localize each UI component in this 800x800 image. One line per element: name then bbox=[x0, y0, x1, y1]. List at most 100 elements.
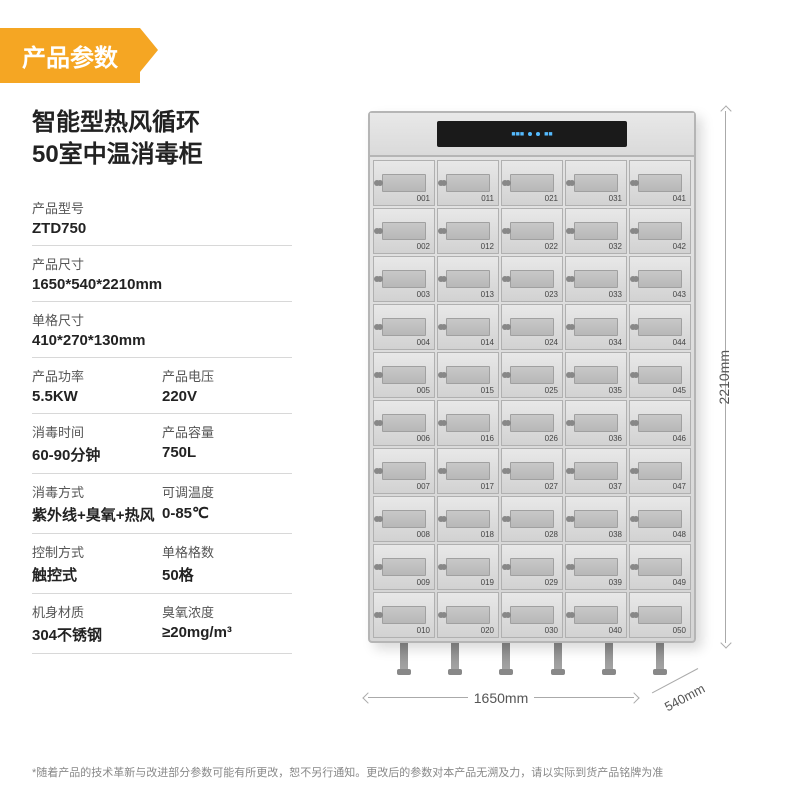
window-icon bbox=[446, 318, 490, 336]
knob-icon bbox=[441, 564, 447, 570]
compartment-number: 032 bbox=[609, 242, 622, 251]
spec-value: 750L bbox=[162, 444, 292, 461]
compartment-number: 048 bbox=[673, 530, 686, 539]
knob-icon bbox=[633, 468, 639, 474]
knob-icon bbox=[569, 468, 575, 474]
compartment-number: 030 bbox=[545, 626, 558, 635]
window-icon bbox=[382, 462, 426, 480]
window-icon bbox=[510, 318, 554, 336]
dim-width-label: 1650mm bbox=[468, 690, 534, 706]
window-icon bbox=[382, 366, 426, 384]
compartment-number: 036 bbox=[609, 434, 622, 443]
window-icon bbox=[446, 222, 490, 240]
spec-value: 1650*540*2210mm bbox=[32, 276, 292, 293]
compartment-number: 016 bbox=[481, 434, 494, 443]
knob-icon bbox=[377, 372, 383, 378]
knob-icon bbox=[569, 612, 575, 618]
window-icon bbox=[382, 510, 426, 528]
knob-icon bbox=[505, 324, 511, 330]
window-icon bbox=[574, 414, 618, 432]
compartment-number: 044 bbox=[673, 338, 686, 347]
window-icon bbox=[638, 174, 682, 192]
window-icon bbox=[638, 510, 682, 528]
compartment-number: 045 bbox=[673, 386, 686, 395]
spec-label: 产品型号 bbox=[32, 198, 292, 217]
compartment: 044 bbox=[629, 304, 691, 350]
cabinet: ■■■■■ 0010110210310410020120220320420030… bbox=[368, 111, 696, 643]
compartment: 006 bbox=[373, 400, 435, 446]
compartment-number: 007 bbox=[417, 482, 430, 491]
knob-icon bbox=[377, 420, 383, 426]
spec-label: 单格尺寸 bbox=[32, 310, 292, 329]
spec-value: ZTD750 bbox=[32, 220, 292, 237]
knob-icon bbox=[569, 276, 575, 282]
compartment: 015 bbox=[437, 352, 499, 398]
knob-icon bbox=[633, 276, 639, 282]
spec-row: 消毒时间60-90分钟产品容量 750L bbox=[32, 414, 292, 474]
title-line-2: 50室中温消毒柜 bbox=[32, 139, 292, 171]
compartment-number: 013 bbox=[481, 290, 494, 299]
compartment-number: 020 bbox=[481, 626, 494, 635]
compartment-number: 041 bbox=[673, 194, 686, 203]
knob-icon bbox=[633, 228, 639, 234]
compartment: 039 bbox=[565, 544, 627, 590]
window-icon bbox=[510, 414, 554, 432]
spec-row: 单格尺寸410*270*130mm bbox=[32, 302, 292, 358]
knob-icon bbox=[505, 420, 511, 426]
compartment-number: 050 bbox=[673, 626, 686, 635]
compartment-number: 027 bbox=[545, 482, 558, 491]
spec-cell: 机身材质304不锈钢 bbox=[32, 602, 162, 645]
spec-value: 50格 bbox=[162, 564, 292, 585]
compartment-number: 023 bbox=[545, 290, 558, 299]
window-icon bbox=[574, 318, 618, 336]
compartment-number: 021 bbox=[545, 194, 558, 203]
spec-cell: 消毒时间60-90分钟 bbox=[32, 422, 162, 465]
window-icon bbox=[510, 606, 554, 624]
spec-value: 0-85℃ bbox=[162, 504, 292, 522]
spec-label: 产品容量 bbox=[162, 422, 292, 441]
compartment-number: 002 bbox=[417, 242, 430, 251]
product-title: 智能型热风循环 50室中温消毒柜 bbox=[32, 107, 292, 172]
knob-icon bbox=[377, 516, 383, 522]
knob-icon bbox=[569, 180, 575, 186]
window-icon bbox=[446, 558, 490, 576]
spec-cell: 单格尺寸410*270*130mm bbox=[32, 310, 292, 349]
window-icon bbox=[446, 606, 490, 624]
compartment: 026 bbox=[501, 400, 563, 446]
compartment-number: 019 bbox=[481, 578, 494, 587]
knob-icon bbox=[505, 372, 511, 378]
compartment-number: 037 bbox=[609, 482, 622, 491]
window-icon bbox=[574, 606, 618, 624]
spec-cell: 产品型号 ZTD750 bbox=[32, 198, 292, 237]
knob-icon bbox=[569, 516, 575, 522]
window-icon bbox=[574, 462, 618, 480]
knob-icon bbox=[569, 420, 575, 426]
main-content: 智能型热风循环 50室中温消毒柜 产品型号ZTD750产品尺寸1650*540*… bbox=[0, 83, 800, 675]
compartment-number: 017 bbox=[481, 482, 494, 491]
compartment: 040 bbox=[565, 592, 627, 638]
compartment-number: 010 bbox=[417, 626, 430, 635]
knob-icon bbox=[569, 564, 575, 570]
compartment-number: 025 bbox=[545, 386, 558, 395]
compartment: 029 bbox=[501, 544, 563, 590]
cabinet-legs bbox=[368, 643, 696, 675]
compartment-number: 004 bbox=[417, 338, 430, 347]
spec-cell: 单格格数50格 bbox=[162, 542, 292, 585]
spec-value: 触控式 bbox=[32, 564, 162, 585]
spec-label: 产品电压 bbox=[162, 366, 292, 385]
spec-label: 臭氧浓度 bbox=[162, 602, 292, 621]
window-icon bbox=[574, 174, 618, 192]
knob-icon bbox=[569, 324, 575, 330]
compartment-number: 026 bbox=[545, 434, 558, 443]
window-icon bbox=[574, 366, 618, 384]
spec-value: 304不锈钢 bbox=[32, 624, 162, 645]
spec-row: 控制方式触控式单格格数50格 bbox=[32, 534, 292, 594]
knob-icon bbox=[569, 228, 575, 234]
compartment: 037 bbox=[565, 448, 627, 494]
window-icon bbox=[574, 558, 618, 576]
compartment: 046 bbox=[629, 400, 691, 446]
compartment-number: 024 bbox=[545, 338, 558, 347]
section-header: 产品参数 bbox=[0, 28, 140, 83]
compartment-number: 029 bbox=[545, 578, 558, 587]
knob-icon bbox=[441, 228, 447, 234]
